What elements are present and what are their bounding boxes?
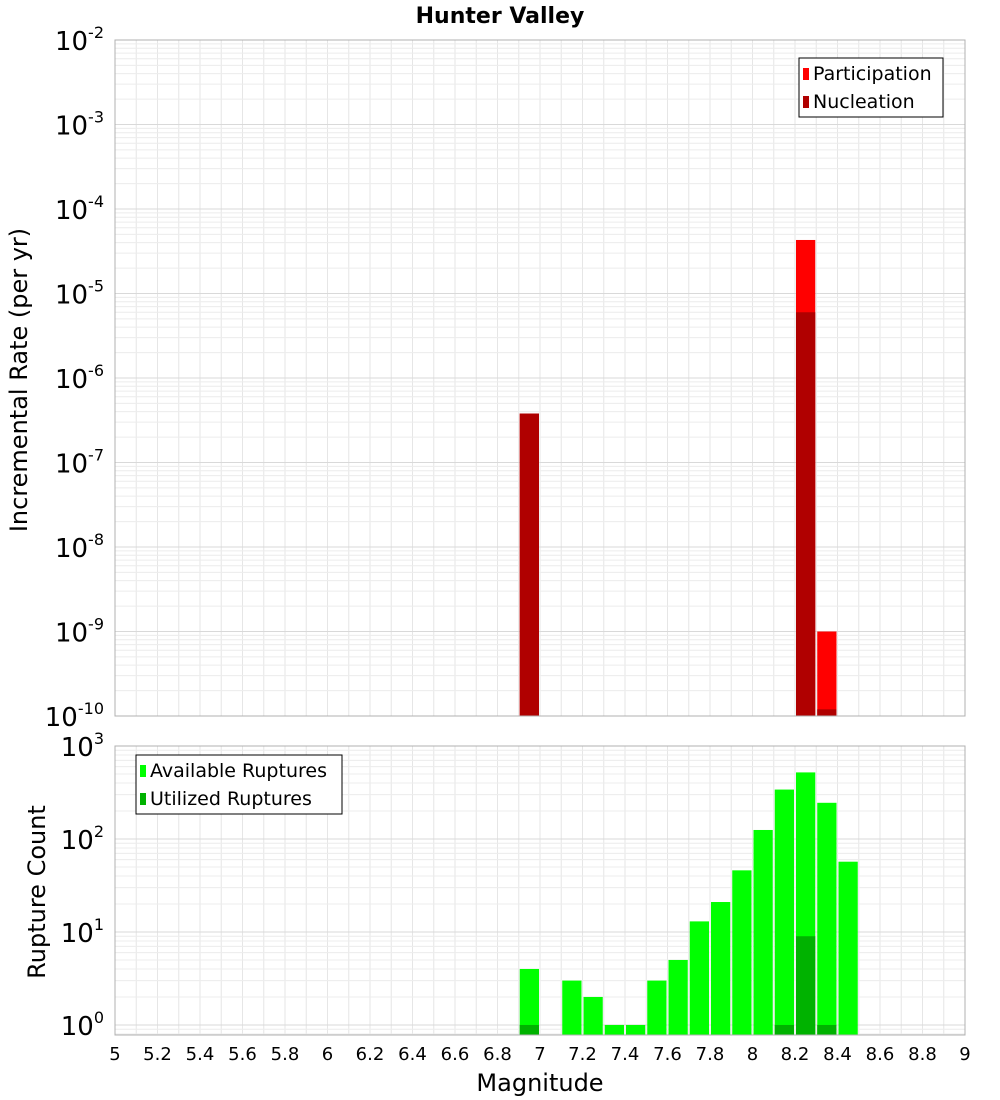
x-tick-label: 6.6 <box>441 1044 470 1065</box>
bottom-legend-swatch <box>140 793 146 805</box>
x-tick-label: 8 <box>747 1044 758 1065</box>
bottom-bar-utilized-ruptures <box>774 1024 794 1035</box>
bottom-bar-utilized-ruptures <box>519 1024 539 1035</box>
x-tick-label: 8.8 <box>908 1044 937 1065</box>
bottom-bar-available-ruptures <box>647 980 667 1035</box>
bottom-bar-utilized-ruptures <box>817 1024 837 1035</box>
bottom-bar-available-ruptures <box>519 968 539 1035</box>
top-y-tick-label: 10-5 <box>55 277 104 311</box>
top-y-tick-label: 10-4 <box>55 192 104 226</box>
bottom-legend-label: Utilized Ruptures <box>150 788 312 810</box>
top-y-tick-label: 10-6 <box>55 361 104 395</box>
top-y-tick-label: 10-10 <box>45 699 104 733</box>
bottom-bar-available-ruptures <box>604 1024 624 1035</box>
bottom-bar-available-ruptures <box>583 996 603 1035</box>
top-plot-frame <box>114 39 966 717</box>
top-y-tick-label: 10-7 <box>55 446 104 480</box>
x-tick-label: 7 <box>534 1044 545 1065</box>
x-tick-label: 8.6 <box>866 1044 895 1065</box>
bottom-bar-available-ruptures <box>711 902 731 1035</box>
x-tick-label: 5 <box>109 1044 120 1065</box>
top-y-axis-label: Incremental Rate (per yr) <box>5 228 33 532</box>
bottom-bar-available-ruptures <box>774 789 794 1035</box>
top-legend-swatch <box>803 96 809 108</box>
top-bar-nucleation <box>519 413 539 716</box>
x-tick-label: 5.6 <box>228 1044 257 1065</box>
bottom-legend-box <box>135 754 343 815</box>
bottom-bar-available-ruptures <box>626 1024 646 1035</box>
bottom-plot-frame <box>114 745 966 1036</box>
x-axis-label: Magnitude <box>476 1069 603 1097</box>
bottom-y-axis-label: Rupture Count <box>23 805 51 979</box>
bottom-bar-available-ruptures <box>689 921 709 1035</box>
top-legend-box <box>798 57 944 118</box>
top-legend-swatch <box>803 68 809 80</box>
bottom-bar-available-ruptures <box>732 870 752 1035</box>
top-y-tick-label: 10-8 <box>55 530 104 564</box>
chart-title: Hunter Valley <box>416 4 585 29</box>
x-tick-label: 7.4 <box>611 1044 640 1065</box>
bottom-bar-available-ruptures <box>562 980 582 1035</box>
x-tick-label: 8.2 <box>781 1044 810 1065</box>
top-y-tick-label: 10-9 <box>55 615 104 649</box>
top-bar-participation <box>817 631 837 716</box>
bottom-bar-utilized-ruptures <box>796 936 816 1035</box>
x-tick-label: 8.4 <box>823 1044 852 1065</box>
x-tick-label: 9 <box>959 1044 970 1065</box>
top-y-tick-label: 10-3 <box>55 108 104 142</box>
x-tick-label: 6.2 <box>356 1044 385 1065</box>
x-tick-label: 7.8 <box>696 1044 725 1065</box>
bottom-legend-label: Available Ruptures <box>150 760 327 782</box>
x-tick-label: 7.6 <box>653 1044 682 1065</box>
x-tick-label: 6.4 <box>398 1044 427 1065</box>
x-tick-label: 5.4 <box>186 1044 215 1065</box>
bottom-bar-available-ruptures <box>838 861 858 1035</box>
x-tick-label: 7.2 <box>568 1044 597 1065</box>
top-bar-nucleation <box>817 709 837 716</box>
bottom-y-tick-label: 103 <box>61 729 104 763</box>
bottom-bar-available-ruptures <box>753 829 773 1035</box>
x-tick-label: 5.8 <box>271 1044 300 1065</box>
top-legend-label: Participation <box>813 63 932 85</box>
top-bar-nucleation <box>796 312 816 716</box>
x-tick-label: 6.8 <box>483 1044 512 1065</box>
x-tick-label: 6 <box>322 1044 333 1065</box>
top-legend-label: Nucleation <box>813 91 915 113</box>
top-y-tick-label: 10-2 <box>55 23 104 57</box>
bottom-y-tick-label: 100 <box>61 1008 104 1042</box>
bottom-legend-swatch <box>140 765 146 777</box>
bottom-y-tick-label: 101 <box>61 915 104 949</box>
x-tick-label: 5.2 <box>143 1044 172 1065</box>
bottom-y-tick-label: 102 <box>61 822 104 856</box>
bottom-bar-available-ruptures <box>817 802 837 1035</box>
bottom-bar-available-ruptures <box>668 959 688 1035</box>
